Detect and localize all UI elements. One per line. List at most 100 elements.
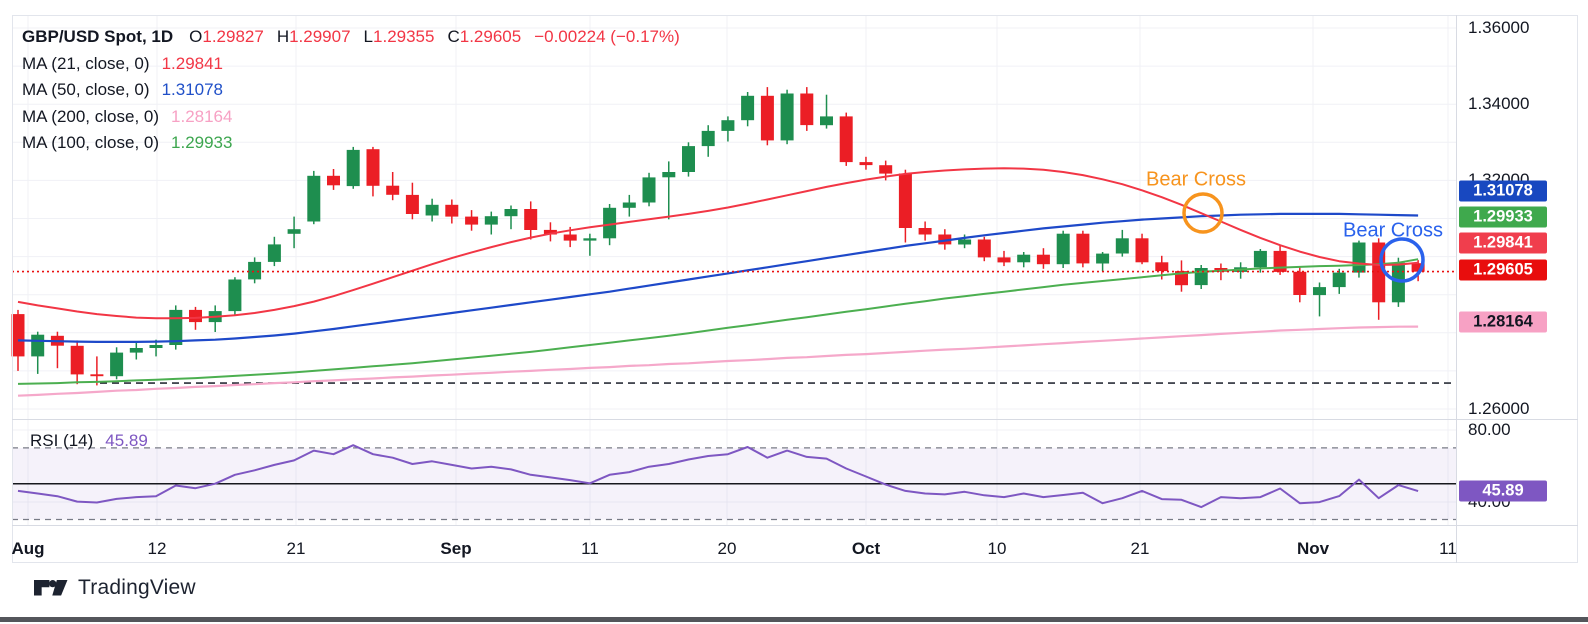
candle-body [997,257,1011,263]
ma-legend-row[interactable]: MA (100, close, 0) 1.29933 [22,130,680,157]
chart-frame [12,15,1578,563]
candle-body [938,234,952,245]
footer: TradingView [34,576,196,600]
candle-body [898,173,912,228]
time-tick-label: Aug [11,539,45,558]
bear-cross-circle[interactable] [1379,237,1425,283]
candle-body [248,261,262,280]
candle-body [386,185,400,195]
candle-body [504,209,518,217]
symbol-title[interactable]: GBP/USD Spot, 1D [22,27,174,46]
candle-body [110,352,124,377]
candle-body [1115,238,1129,254]
candle-body [484,216,498,225]
candle-body [820,116,833,126]
candle-body [405,194,419,214]
candle-body [1135,238,1149,263]
candle-body [189,309,202,323]
candle-body [327,175,340,186]
time-tick-label: Oct [851,539,881,558]
time-tick-label: 21 [1130,539,1150,558]
ma-label: MA (200, close, 0) [22,106,160,126]
ohlc-value: 1.29907 [289,27,351,46]
candle-body [149,345,163,348]
candle-body [780,93,794,141]
bottom-bar [0,617,1588,622]
ohlc-values: O1.29827 H1.29907 L1.29355 C1.29605 [189,27,534,46]
rsi-tick-label: 80.00 [1468,420,1511,439]
candle-body [682,146,695,172]
candle-body [1076,233,1090,264]
candle-body [31,334,45,357]
candle-body [701,130,715,147]
time-tick-label: Sep [440,539,472,558]
candle-body [70,345,84,375]
candle-body [445,204,459,217]
candle-body [465,216,479,225]
candle-body [859,162,873,166]
tradingview-wordmark[interactable]: TradingView [78,576,196,599]
ma-legend-row[interactable]: MA (50, close, 0) 1.31078 [22,77,680,104]
rsi-badge: 45.89 [1459,480,1547,502]
tradingview-logo-icon[interactable] [34,579,68,597]
candle-body [90,374,104,377]
rsi-value: 45.89 [105,431,148,450]
candle-body [1253,250,1267,268]
time-tick-label: 10 [987,539,1007,558]
rsi-line [17,444,1419,509]
price-tick-label: 1.26000 [1468,399,1530,418]
candle-body [169,309,183,345]
bear-cross-label: Bear Cross [1342,219,1444,242]
candle-body [977,239,991,258]
ma-label: MA (50, close, 0) [22,80,150,99]
ohlc-key: O [189,27,203,46]
candle-body [346,149,360,187]
candle-body [228,279,242,312]
price-tick-label: 1.36000 [1468,18,1530,37]
candle-body [622,202,636,208]
ma-value: 1.29841 [161,53,224,73]
candle-body [129,348,143,353]
candle-body [1017,254,1031,263]
ohlc-key: C [447,27,460,46]
ma-legend-row[interactable]: MA (21, close, 0) 1.29841 [22,51,680,78]
ma-value: 1.31078 [161,80,224,99]
candle-body [1313,287,1326,296]
ohlc-value: 1.29605 [459,27,522,46]
price-badge: 1.29605 [1459,259,1547,281]
candle-body [879,165,893,174]
candle-body [1391,262,1405,303]
candle-body [958,239,972,245]
candle-body [839,116,853,163]
candle-body [524,209,538,230]
symbol-ohlc-row[interactable]: GBP/USD Spot, 1D O1.29827 H1.29907 L1.29355… [22,24,680,51]
candle-body [1293,271,1307,295]
ohlc-key: L [363,27,374,46]
ma-legend-row[interactable]: MA (200, close, 0) 1.28164 [22,104,680,131]
ma-value: 1.28164 [171,106,233,126]
candle-body [1096,253,1110,264]
ma-value: 1.29933 [171,133,233,152]
time-tick-label: 20 [717,539,737,558]
ma100-line [17,258,1419,385]
candle-body [366,149,380,186]
candle-body [741,95,755,121]
price-badge: 1.29933 [1459,206,1547,228]
ma-label: MA (100, close, 0) [22,133,160,152]
candle-body [1155,262,1169,272]
bear-cross-circle[interactable] [1182,192,1224,234]
time-tick-label: 11 [581,539,599,558]
candle-body [425,204,439,216]
candle-body [760,95,774,141]
time-tick-label: Nov [1296,539,1330,558]
candle-body [307,175,321,222]
time-tick-label: 12 [147,539,167,558]
price-badge: 1.28164 [1459,311,1547,333]
price-badge: 1.29841 [1459,232,1547,254]
change-value: −0.00224 (−0.17%) [534,27,680,46]
rsi-legend[interactable]: RSI (14) 45.89 [30,431,148,451]
price-badge: 1.31078 [1459,180,1547,202]
candle-body [267,244,281,262]
